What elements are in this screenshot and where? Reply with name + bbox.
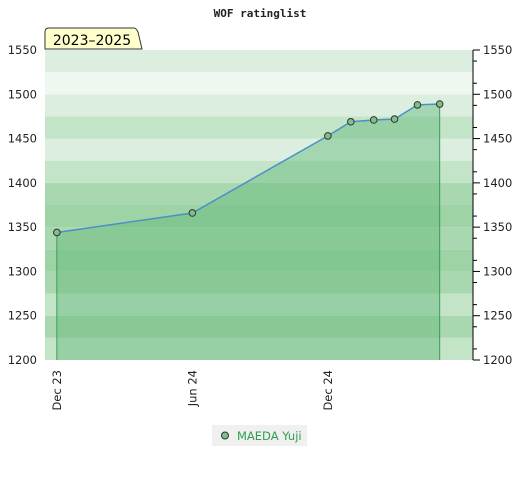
background-band [45, 227, 473, 250]
period-badge: 2023–2025 [44, 27, 143, 50]
area-layer [56, 103, 441, 361]
y-tick-label-left: 1400 [8, 176, 37, 190]
y-tick-label-left: 1450 [8, 132, 37, 146]
series-area-fill [56, 104, 440, 361]
legend-marker [221, 431, 229, 440]
y-tick-label-right: 1400 [483, 176, 512, 190]
background-bands [45, 50, 473, 360]
data-point [53, 228, 61, 237]
background-band [45, 116, 473, 139]
y-tick-label-left: 1500 [8, 87, 37, 101]
y-tick-label-left: 1300 [8, 264, 37, 278]
y-axis-left: 1200 1250 1300 1350 1400 1450 1500 1550 [8, 43, 37, 367]
y-tick-label-right: 1500 [483, 87, 512, 101]
background-band [45, 182, 473, 205]
y-tick-label-right: 1300 [483, 264, 512, 278]
background-band [45, 205, 473, 228]
y-tick-label-right: 1250 [483, 309, 512, 323]
background-band [45, 160, 473, 183]
background-band [45, 337, 473, 360]
y-tick-label-left: 1200 [8, 353, 37, 367]
background-band [45, 50, 473, 73]
y-tick-label-right: 1450 [483, 132, 512, 146]
data-point [188, 209, 197, 217]
x-tick-label: Dec 24 [321, 370, 335, 411]
data-markers [53, 100, 444, 237]
data-point [413, 101, 422, 109]
data-point [390, 115, 399, 123]
legend: MAEDA Yuji [212, 425, 307, 446]
x-tick-label: Dec 23 [50, 370, 64, 411]
y-tick-label-right: 1350 [483, 220, 512, 234]
y-tick-label-right: 1200 [483, 353, 512, 367]
y-tick-label-left: 1250 [8, 309, 37, 323]
background-band [45, 138, 473, 161]
period-label: 2023–2025 [53, 33, 131, 49]
series-line [56, 103, 440, 234]
y-axis-right: 1200 1250 1300 1350 1400 1450 1500 1550 [472, 43, 512, 367]
x-tick-label: Jun 24 [185, 370, 199, 407]
legend-series-name: MAEDA Yuji [237, 429, 302, 443]
data-point [324, 132, 332, 140]
x-axis: Dec 23 Jun 24 Dec 24 [50, 370, 335, 411]
background-band [45, 293, 473, 316]
data-point [347, 117, 355, 126]
background-band [45, 94, 473, 117]
data-point [435, 100, 444, 108]
background-band [45, 72, 473, 95]
background-band [45, 315, 473, 338]
chart-title: WOF ratinglist [214, 7, 307, 20]
background-band [45, 249, 473, 272]
data-point [369, 116, 378, 124]
y-tick-label-left: 1350 [8, 220, 37, 234]
y-tick-label-right: 1550 [483, 43, 512, 57]
y-tick-label-left: 1550 [8, 43, 37, 57]
background-band [45, 271, 473, 294]
